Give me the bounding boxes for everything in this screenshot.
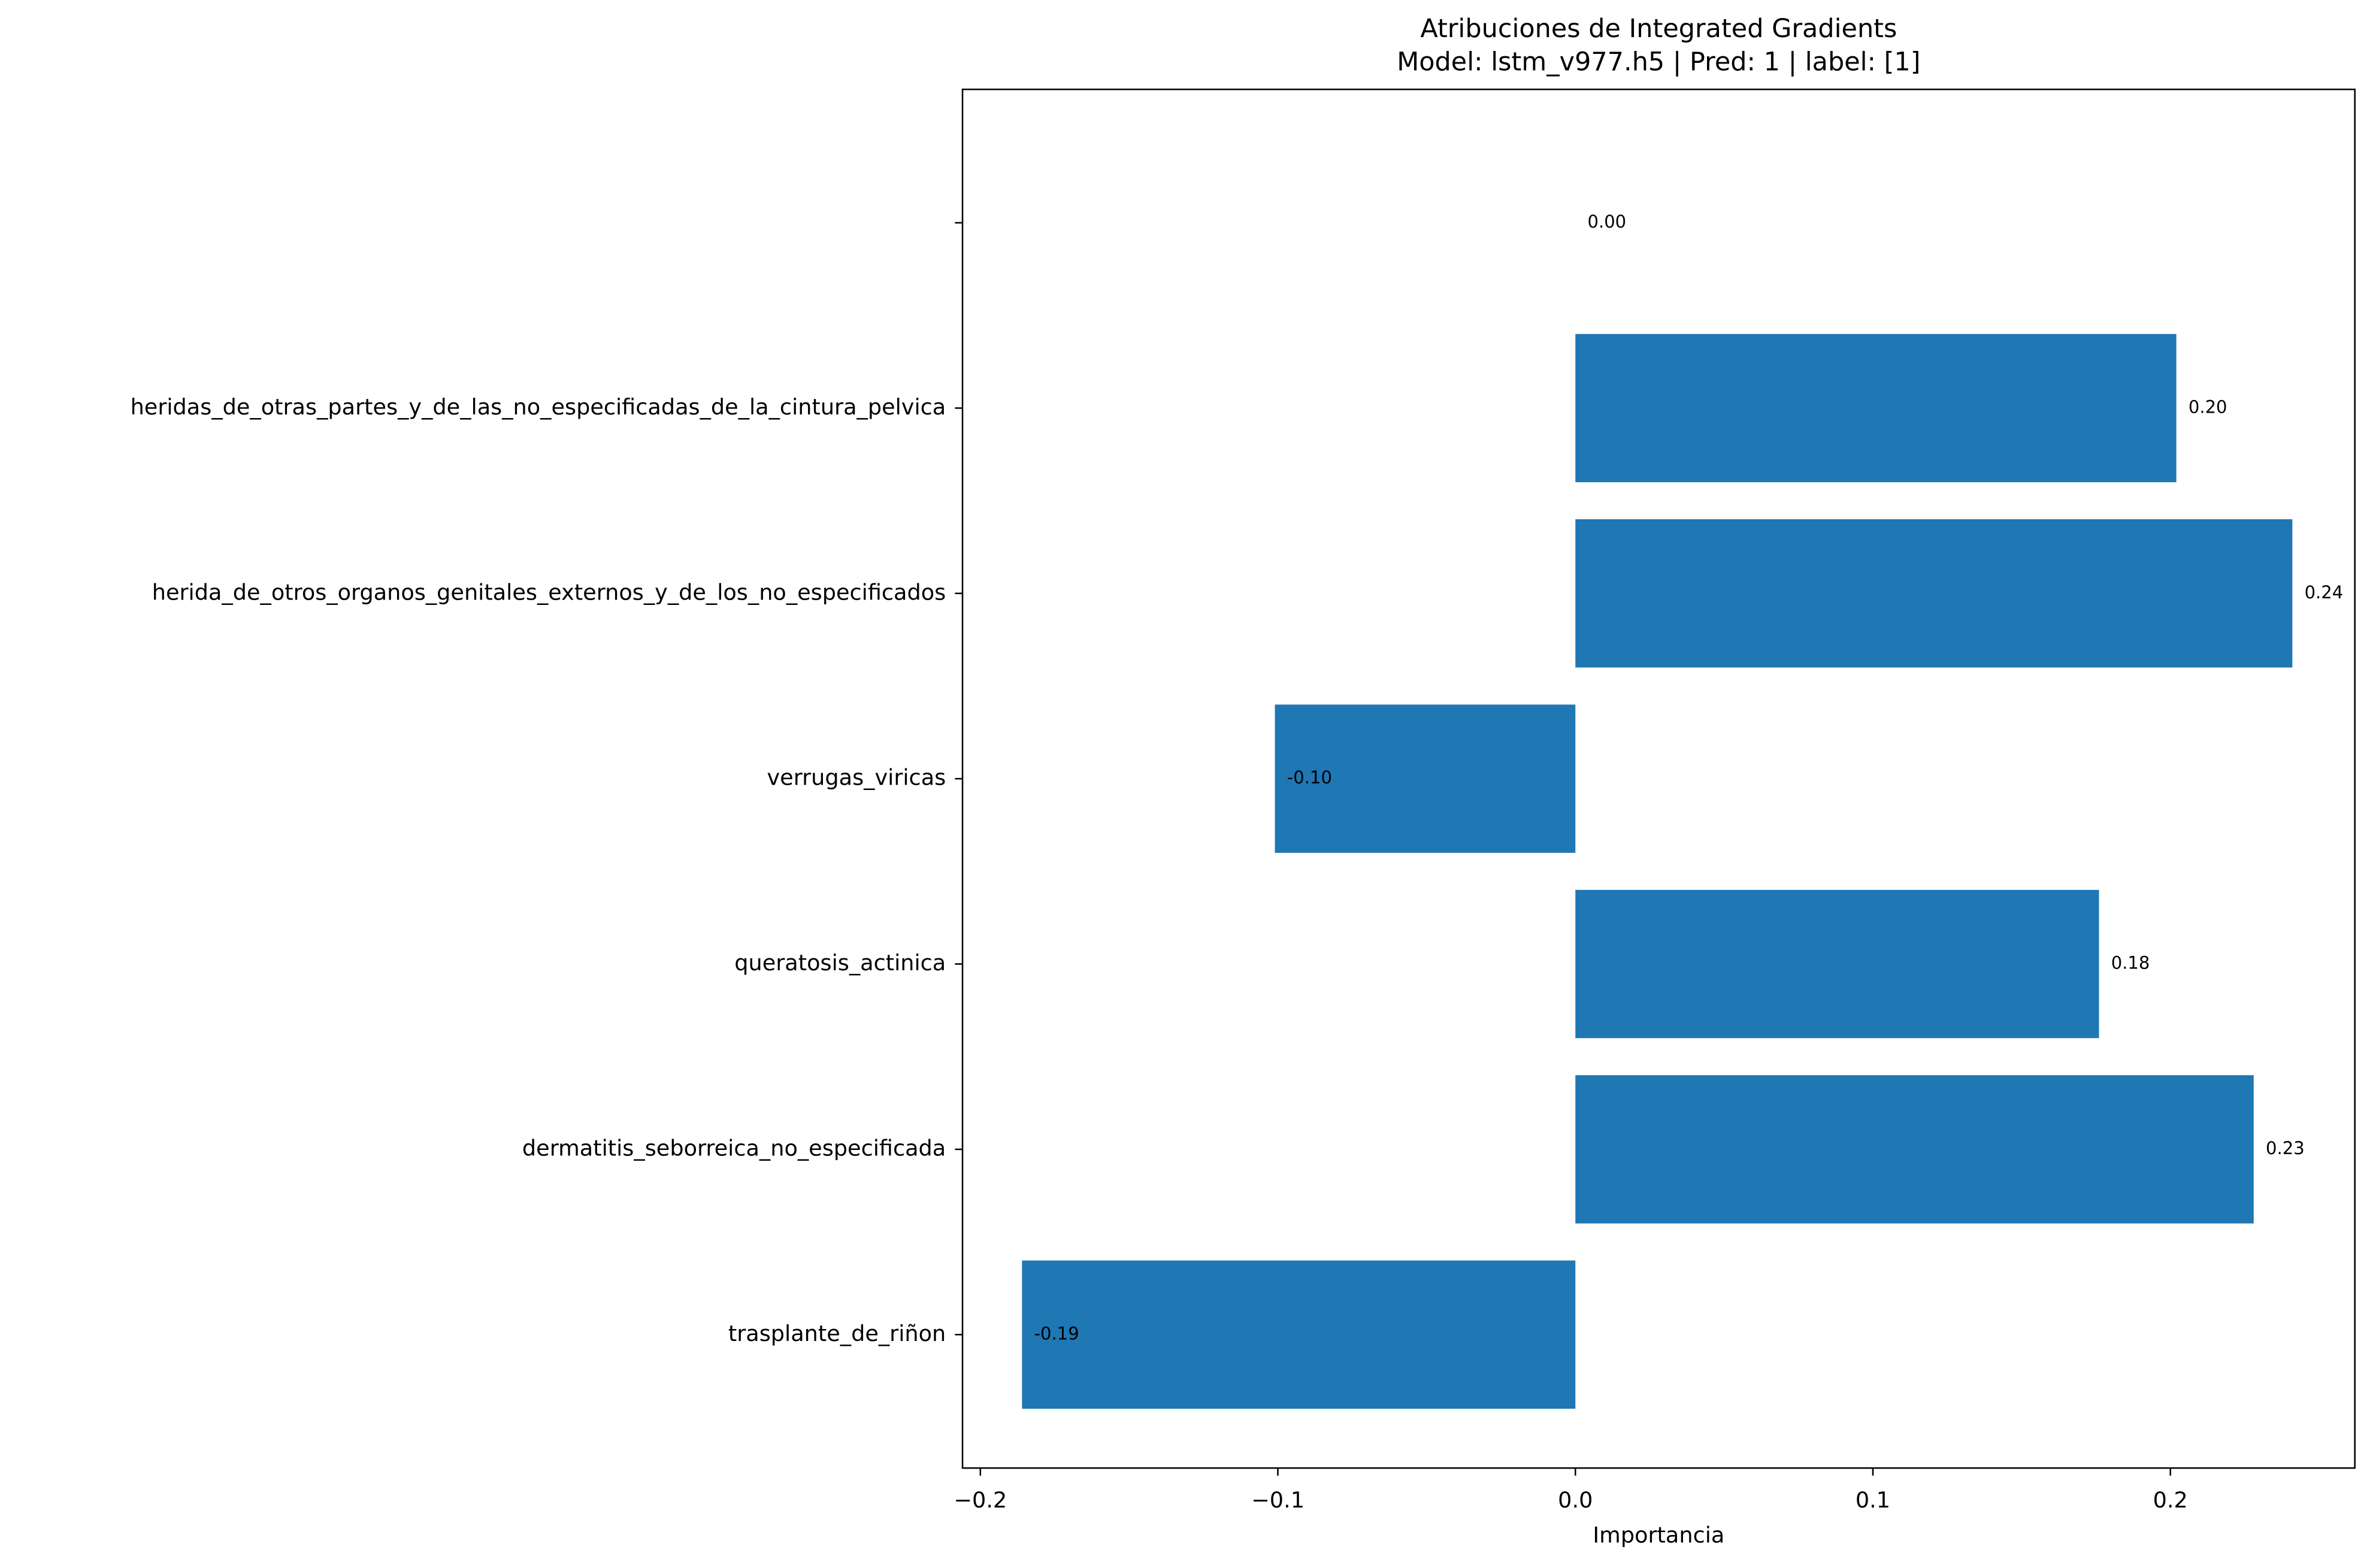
value-label: -0.10 bbox=[1287, 767, 1332, 788]
y-tick-label: verrugas_viricas bbox=[767, 765, 946, 791]
y-tick-label: heridas_de_otras_partes_y_de_las_no_espe… bbox=[131, 394, 946, 420]
x-tick-label: 0.2 bbox=[2153, 1487, 2188, 1513]
plot-frame bbox=[961, 88, 2356, 1469]
chart-title: Atribuciones de Integrated Gradients bbox=[1420, 14, 1897, 44]
value-label: 0.00 bbox=[1587, 211, 1626, 232]
y-tick-label: trasplante_de_riñon bbox=[728, 1321, 946, 1346]
x-axis-label: Importancia bbox=[1593, 1522, 1724, 1548]
value-label: 0.20 bbox=[2189, 396, 2227, 417]
y-tick-label: dermatitis_seborreica_no_especificada bbox=[522, 1135, 946, 1161]
value-label: 0.18 bbox=[2111, 953, 2150, 973]
bar bbox=[1575, 519, 2293, 668]
chart-subtitle: Model: lstm_v977.h5 | Pred: 1 | label: [… bbox=[1397, 47, 1920, 77]
value-label: -0.19 bbox=[1034, 1323, 1079, 1343]
bar bbox=[1575, 1075, 2254, 1224]
bar bbox=[1575, 889, 2099, 1039]
x-tick-label: −0.1 bbox=[1251, 1487, 1304, 1513]
y-tick-label: herida_de_otros_organos_genitales_extern… bbox=[152, 579, 946, 605]
value-label: 0.24 bbox=[2305, 582, 2344, 603]
bar bbox=[1275, 704, 1576, 853]
x-tick-label: 0.1 bbox=[1856, 1487, 1890, 1513]
x-tick-label: −0.2 bbox=[954, 1487, 1007, 1513]
bar bbox=[1575, 334, 2177, 483]
bar bbox=[1022, 1260, 1576, 1409]
value-label: 0.23 bbox=[2266, 1138, 2305, 1158]
x-tick-label: 0.0 bbox=[1558, 1487, 1593, 1513]
y-tick-label: queratosis_actinica bbox=[734, 950, 946, 976]
